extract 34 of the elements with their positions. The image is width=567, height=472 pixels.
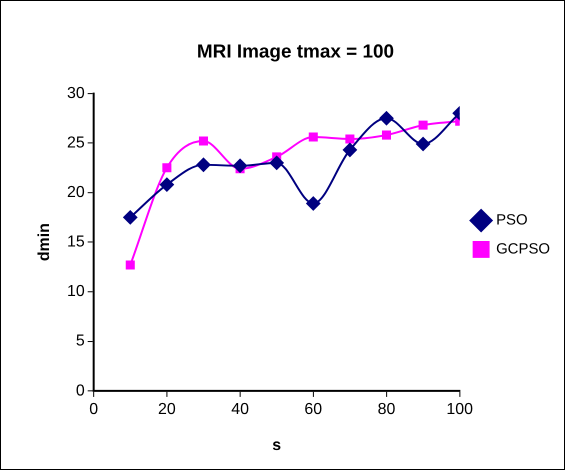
y-tick-label: 20 bbox=[66, 184, 85, 201]
point bbox=[270, 156, 284, 170]
x-tick-label: 20 bbox=[158, 400, 176, 418]
x-axis-title: s bbox=[272, 436, 282, 454]
point bbox=[308, 132, 318, 142]
y-axis-title: dmin bbox=[36, 223, 53, 262]
point bbox=[160, 178, 174, 192]
x-tick-label: 100 bbox=[446, 400, 474, 418]
point bbox=[233, 158, 248, 173]
legend-label: PSO bbox=[496, 212, 528, 229]
point bbox=[306, 196, 320, 210]
y-tick-label: 15 bbox=[66, 234, 85, 251]
chart-title: MRI Image tmax = 100 bbox=[196, 41, 394, 62]
x-tick-label: 80 bbox=[378, 400, 396, 418]
point bbox=[382, 130, 392, 140]
x-tick-label: 0 bbox=[89, 400, 98, 418]
y-tick-label: 30 bbox=[66, 84, 85, 102]
point bbox=[198, 136, 208, 146]
x-tick-label: 40 bbox=[231, 400, 250, 418]
point bbox=[123, 210, 138, 224]
legend-label: GCPSO bbox=[496, 240, 550, 258]
point bbox=[380, 111, 394, 126]
point bbox=[196, 158, 210, 172]
y-tick-label: 25 bbox=[66, 134, 85, 152]
point bbox=[416, 137, 430, 151]
point bbox=[126, 260, 135, 270]
point bbox=[162, 163, 172, 172]
x-tick-label: 60 bbox=[304, 400, 322, 418]
point bbox=[345, 134, 354, 144]
y-tick-label: 10 bbox=[66, 283, 85, 300]
y-tick-label: 0 bbox=[76, 382, 85, 400]
y-tick-label: 5 bbox=[76, 332, 85, 350]
point bbox=[342, 142, 357, 157]
point bbox=[418, 120, 428, 130]
